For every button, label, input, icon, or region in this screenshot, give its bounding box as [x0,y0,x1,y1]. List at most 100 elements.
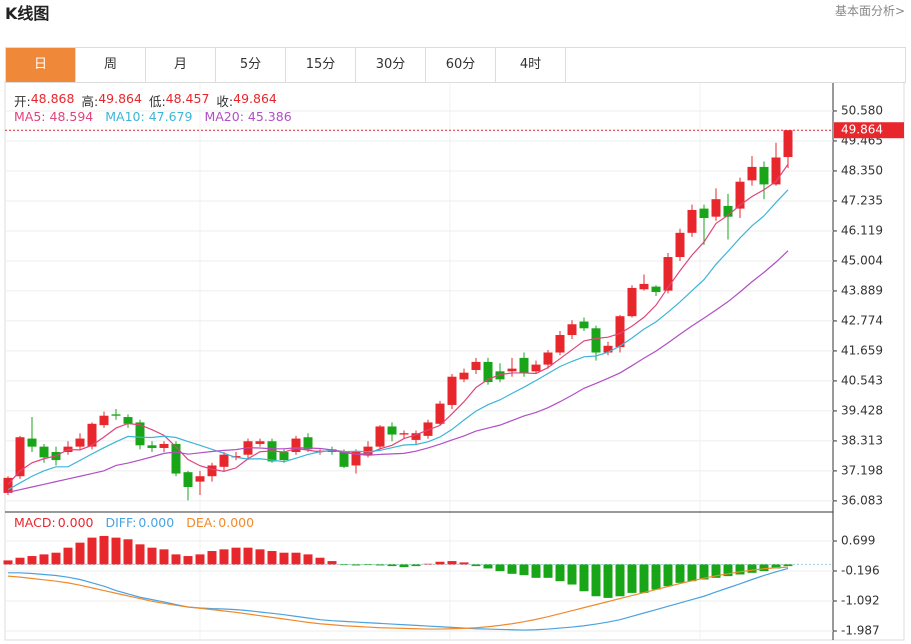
macd-bar [447,561,457,565]
candle-body [135,422,145,446]
macd-bar [207,551,217,565]
macd-bar [507,564,517,574]
tab[interactable]: 4时 [496,48,566,82]
legend-name: MA20: [204,109,244,124]
candle-body [771,157,781,185]
macd-bar [135,544,145,565]
ohlc-info: 开: 48.868 高: 49.864 低: 48.457 收: 49.864 [14,91,284,110]
candle-body [435,403,445,424]
macd-bar [651,564,661,590]
candle-body [363,446,373,455]
y-tick-label: 36.083 [841,493,883,507]
y-tick-label: -1.987 [841,623,880,637]
macd-bar [663,564,673,587]
y-tick-label: 47.235 [841,193,883,207]
candle-body [219,454,229,467]
macd-bar [555,564,565,582]
macd-bar [735,564,745,575]
tab[interactable]: 周 [76,48,146,82]
info-value: 49.864 [98,91,142,106]
macd-bar [687,564,697,582]
candle-body [231,456,241,458]
macd-bar [603,564,613,598]
macd-bar [567,564,577,585]
candle-body [99,415,109,426]
macd-bar [111,537,121,565]
macd-line [7,566,789,630]
fundamental-link[interactable]: 基本面分析> [834,4,905,18]
candle-body [627,287,637,317]
info-value: 48.868 [30,91,75,106]
y-tick-label: 50.580 [841,103,883,117]
legend-name: MA10: [105,109,145,124]
macd-bar [279,552,289,565]
candle-body [651,286,661,292]
y-tick-label: 40.543 [841,373,883,387]
tab[interactable]: 60分 [426,48,496,82]
legend-value: 0.000 [218,515,255,530]
tab[interactable]: 30分 [356,48,426,82]
candle-body [75,438,85,447]
macd-bar [375,564,385,566]
candle-body [399,433,409,435]
macd-bar [195,554,205,565]
info-label: 高: [81,94,99,109]
macd-bar [267,551,277,565]
legend-value: 0.000 [138,515,175,530]
y-tick-label: 38.313 [841,433,883,447]
macd-bar [519,564,529,576]
candle-body [375,426,385,447]
macd-bar [3,560,13,565]
macd-bar [711,564,721,578]
macd-bar [471,564,481,567]
macd-bar [639,564,649,593]
macd-bar [399,564,409,568]
y-tick-label: -0.196 [841,563,880,577]
legend-value: 47.679 [148,109,193,124]
macd-bar [27,556,37,565]
macd-bar [675,564,685,583]
candle-body [147,445,157,448]
candle-body [447,376,457,405]
macd-bar [15,557,25,565]
macd-info: MACD: 0.000 DIFF: 0.000 DEA: 0.000 [14,515,266,530]
candle-body [759,166,769,185]
y-tick-label: 0.699 [841,534,875,548]
legend-name: MACD: [14,515,56,530]
macd-bar [363,564,373,566]
macd-bar [219,549,229,565]
tab[interactable]: 5分 [216,48,286,82]
candle-body [495,371,505,380]
macd-bar [255,549,265,565]
candle-body [423,422,433,436]
macd-bar [615,564,625,597]
candle-body [123,417,133,424]
macd-bar [39,554,49,565]
ma-line [7,163,789,485]
candle-body [603,345,613,353]
macd-bar [315,557,325,565]
macd-bar [747,564,757,573]
candle-body [579,321,589,329]
tab[interactable]: 月 [146,48,216,82]
candle-body [3,477,13,493]
candle-body [387,426,397,435]
info-label: 开: [14,94,31,109]
macd-bar [231,547,241,565]
legend-name: DEA: [186,515,217,530]
tab[interactable]: 15分 [286,48,356,82]
macd-bar [483,564,493,569]
ma-line [7,250,789,493]
macd-bar [591,564,601,597]
tab[interactable]: 日 [6,48,76,82]
macd-bar [303,554,313,565]
legend-value: 0.000 [57,515,94,530]
macd-bar [543,564,553,578]
macd-bar [723,564,733,577]
y-tick-label: 45.004 [841,253,883,267]
page-title: K线图 [5,4,50,23]
candle-body [687,209,697,233]
macd-bar [75,542,85,565]
candle-body [27,438,37,447]
